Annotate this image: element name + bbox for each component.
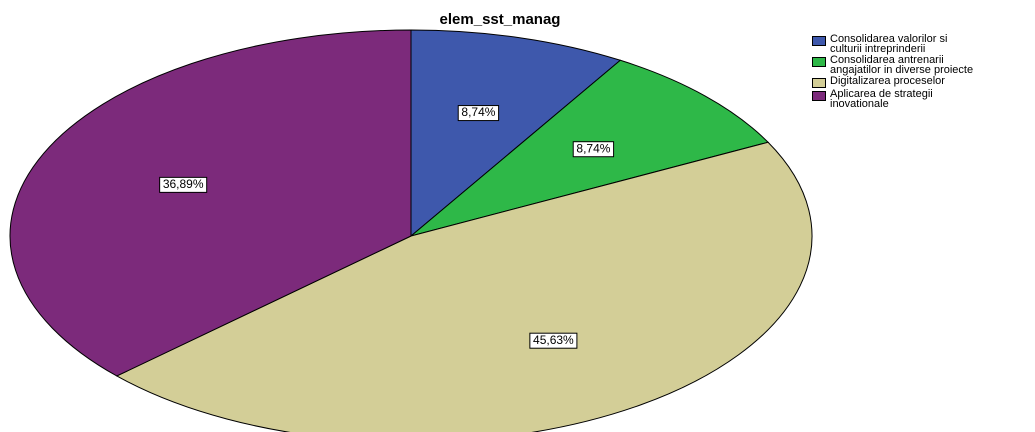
- legend-swatch: [812, 57, 826, 67]
- legend-swatch: [812, 91, 826, 101]
- legend-swatch: [812, 36, 826, 46]
- legend-item: Digitalizarea proceselor: [812, 76, 1034, 88]
- legend-label: Consolidarea valorilor si culturii intre…: [830, 33, 948, 55]
- data-label: 45,63%: [533, 333, 574, 347]
- data-label-box: [159, 176, 208, 193]
- legend-label: Digitalizarea proceselor: [830, 75, 945, 87]
- legend-item: Consolidarea antrenarii angajatilor in d…: [812, 54, 1034, 76]
- chart-title: elem_sst_manag: [440, 11, 561, 28]
- pie-slice: [115, 141, 813, 432]
- data-label-box: [572, 141, 615, 158]
- data-label: 8,74%: [461, 105, 495, 119]
- legend-label: Aplicarea de strategii inovationale: [830, 88, 933, 110]
- legend: Consolidarea valorilor si culturii intre…: [812, 34, 1034, 110]
- data-label-box: [529, 332, 578, 349]
- legend-label: Consolidarea antrenarii angajatilor in d…: [830, 54, 974, 76]
- data-label-box: [457, 105, 500, 122]
- pie-slice: [410, 29, 622, 238]
- data-label: 8,74%: [576, 141, 610, 155]
- legend-item: Consolidarea valorilor si culturii intre…: [812, 33, 1034, 55]
- data-label: 36,89%: [163, 177, 204, 191]
- pie-slice: [9, 29, 412, 377]
- legend-item: Aplicarea de strategii inovationale: [812, 88, 1034, 110]
- legend-swatch: [812, 78, 826, 88]
